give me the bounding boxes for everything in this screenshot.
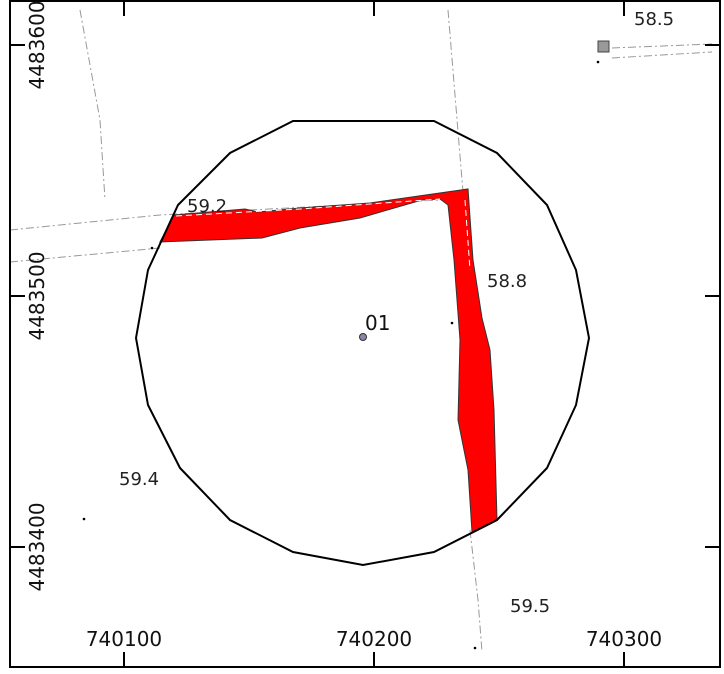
structure-marker [597,40,610,53]
elevation-label-58-8: 58.8 [487,271,527,292]
x-tick-label-740300: 740300 [586,627,662,651]
y-tick-label-4483400: 4483400 [25,502,49,591]
parcel-line-west-lower [9,247,161,263]
parcel-line-south [469,529,483,653]
parcel-line-ne-1 [611,43,713,49]
elevation-label-59-4: 59.4 [119,469,159,490]
small-point-2 [150,246,154,250]
highlight-area [159,188,498,533]
small-point-1 [450,321,454,325]
buffer-circle [134,120,591,567]
x-tick-label-740100: 740100 [86,627,162,651]
parcel-lines [9,9,713,653]
x-tick-label-740200: 740200 [336,627,412,651]
elevation-label-58-5: 58.5 [634,9,674,30]
small-point-5 [473,646,477,650]
map-frame [9,0,721,668]
y-tick-label-4483500: 4483500 [25,251,49,340]
survey-point-label: 01 [365,311,390,335]
parcel-line-ne-2 [611,51,713,59]
small-point-4 [596,60,600,64]
frame-ticks [10,1,720,667]
elevation-label-59-2: 59.2 [187,196,227,217]
fence-line [175,198,471,271]
small-point-3 [82,517,86,521]
survey-point-marker [359,333,367,341]
elevation-label-59-5: 59.5 [510,596,550,617]
y-tick-label-4483600: 4483600 [25,0,49,89]
parcel-line-nw [79,9,106,201]
